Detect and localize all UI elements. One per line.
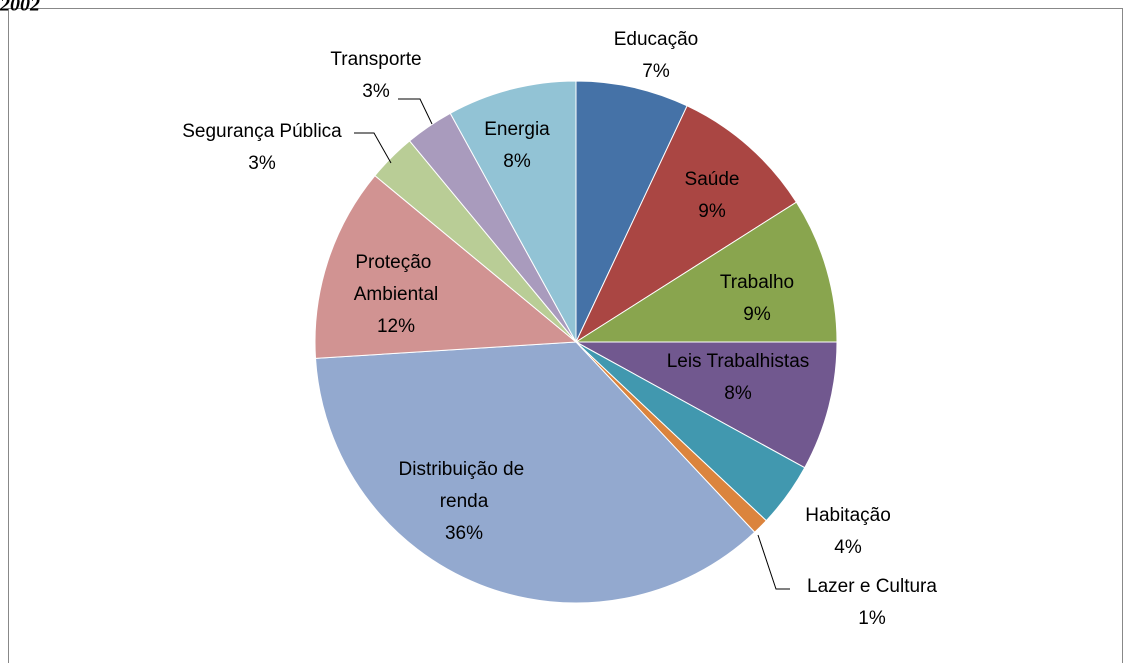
label-line: Transporte bbox=[330, 49, 421, 70]
value-label: 1% bbox=[858, 608, 886, 629]
value-label: 3% bbox=[362, 81, 390, 102]
label-line: Lazer e Cultura bbox=[807, 576, 937, 597]
value-label: 8% bbox=[724, 383, 752, 404]
label-line: Trabalho bbox=[720, 272, 794, 293]
pie-slice bbox=[314, 341, 756, 604]
slice-label: Educação bbox=[614, 29, 699, 50]
label-line: Saúde bbox=[685, 169, 740, 190]
slice-label: Transporte bbox=[330, 49, 421, 70]
slice-label: Leis Trabalhistas bbox=[667, 351, 810, 372]
pie-slice bbox=[449, 80, 577, 343]
slice-label: Saúde bbox=[685, 169, 740, 190]
value-label: 8% bbox=[503, 151, 531, 172]
slice-label: Trabalho bbox=[720, 272, 794, 293]
label-line: Proteção bbox=[355, 252, 436, 273]
value-label: 36% bbox=[445, 523, 483, 544]
pie-slice bbox=[314, 174, 578, 359]
value-label: 7% bbox=[642, 61, 670, 82]
label-line: Habitação bbox=[805, 505, 891, 526]
slice-label: Habitação bbox=[805, 505, 891, 526]
slice-label: Segurança Pública bbox=[182, 121, 342, 142]
chart-title: 2002 bbox=[0, 0, 40, 16]
label-line: Energia bbox=[484, 119, 550, 140]
value-label: 3% bbox=[248, 153, 276, 174]
slice-label: Proteção Ambiental bbox=[354, 252, 439, 305]
pie bbox=[314, 80, 838, 604]
pie-slice bbox=[575, 80, 688, 343]
value-label: 12% bbox=[377, 316, 415, 337]
label-line: renda bbox=[440, 491, 489, 512]
label-line: Distribuição de bbox=[399, 459, 530, 480]
value-label: 9% bbox=[698, 201, 726, 222]
pie-slice bbox=[574, 201, 838, 343]
label-line: Segurança Pública bbox=[182, 121, 342, 142]
labels: Educação 7% Saúde 9% Trabalho 9% Leis Trabalhi… bbox=[182, 29, 937, 629]
value-label: 9% bbox=[743, 304, 771, 325]
value-label: 4% bbox=[834, 537, 862, 558]
pie-slice bbox=[575, 341, 838, 469]
pie-slice bbox=[574, 105, 798, 344]
slice-label: Energia bbox=[484, 119, 550, 140]
slice-label: Lazer e Cultura bbox=[807, 576, 937, 597]
leader-line bbox=[757, 534, 790, 590]
label-line: Educação bbox=[614, 29, 699, 50]
slice-label: Distribuição de renda bbox=[399, 459, 530, 512]
label-line: Leis Trabalhistas bbox=[667, 351, 810, 372]
leader-line bbox=[354, 132, 392, 164]
leader-line bbox=[398, 98, 433, 125]
label-line: Ambiental bbox=[354, 284, 439, 305]
